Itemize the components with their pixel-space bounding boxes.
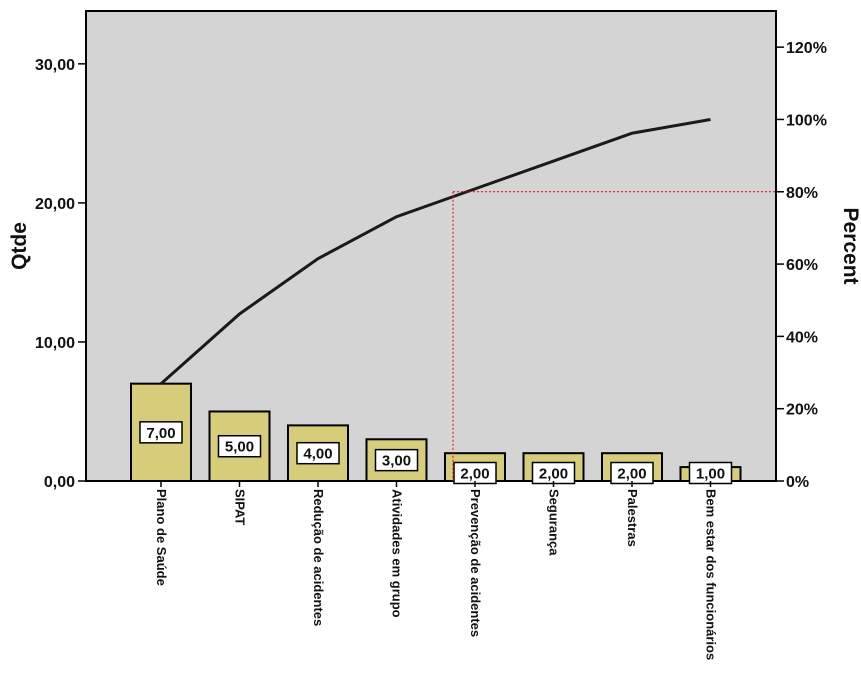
left-axis-title: Qtde <box>8 222 31 270</box>
category-label-0: Plano de Saúde <box>154 489 169 586</box>
value-label-box-3 <box>374 448 419 472</box>
right-tick-label-1: 20% <box>786 402 818 419</box>
category-label-2: Redução de acidentes <box>311 489 326 626</box>
value-label-box-2 <box>296 441 340 465</box>
left-tick-label-3: 30,00 <box>35 57 75 74</box>
category-label-6: Palestras <box>625 489 640 547</box>
left-axis: 0,00 10,00 20,00 30,00 <box>35 57 86 491</box>
value-label-4: 2,00 <box>460 466 489 483</box>
value-label-box-0 <box>139 421 183 444</box>
right-axis: 0% 20% 40% 60% 80% 100% 120% <box>776 40 827 491</box>
value-label-6: 2,00 <box>617 466 646 483</box>
category-label-1: SIPAT <box>233 489 248 525</box>
value-label-2: 4,00 <box>303 446 332 463</box>
category-labels: Plano de Saúde SIPAT Redução de acidentes A… <box>154 481 719 660</box>
left-tick-label-1: 10,00 <box>35 335 75 352</box>
right-tick-label-2: 40% <box>786 329 818 346</box>
value-label-7: 1,00 <box>696 466 725 483</box>
value-labels: 7,00 5,00 4,00 3,00 2,00 2,00 2,00 1,00 <box>139 421 733 485</box>
value-label-box-1 <box>217 434 262 458</box>
value-label-3: 3,00 <box>382 453 411 470</box>
cumulative-percent-line <box>160 117 711 385</box>
value-label-5: 2,00 <box>539 466 568 483</box>
plot-area <box>85 10 777 482</box>
category-label-3: Atividades em grupo <box>390 489 405 618</box>
left-tick-label-2: 20,00 <box>35 196 75 213</box>
category-label-5: Segurança <box>547 489 562 556</box>
right-tick-label-3: 60% <box>786 257 818 274</box>
left-tick-label-0: 0,00 <box>44 474 75 491</box>
value-label-0: 7,00 <box>146 425 175 442</box>
right-tick-label-6: 120% <box>786 40 827 57</box>
value-label-1: 5,00 <box>225 439 254 456</box>
right-tick-label-0: 0% <box>786 474 809 491</box>
category-label-7: Bem estar dos funcionários <box>704 489 719 660</box>
category-label-4: Prevenção de acidentes <box>468 489 483 637</box>
right-tick-label-5: 100% <box>786 112 827 129</box>
right-axis-title: Percent <box>839 207 861 284</box>
reference-lines <box>452 191 776 481</box>
right-tick-label-4: 80% <box>786 185 818 202</box>
